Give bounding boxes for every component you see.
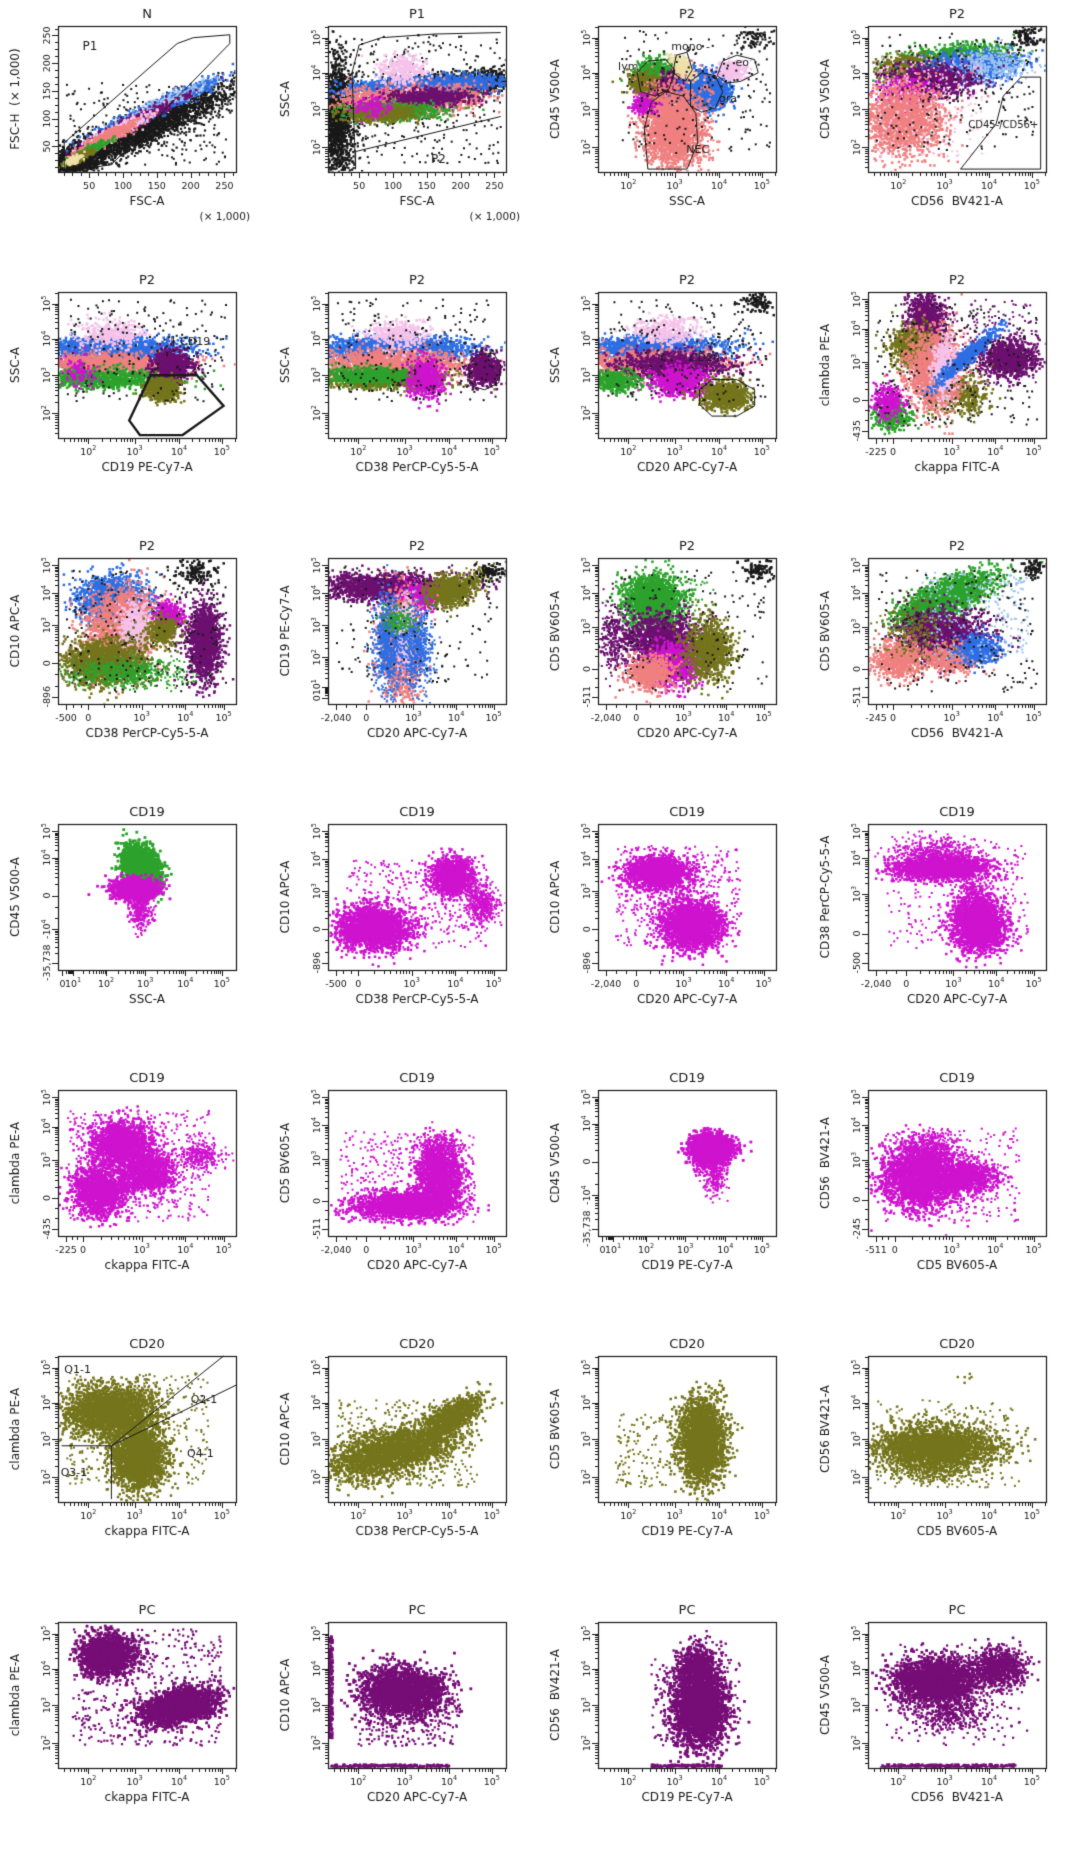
scatter-plot-canvas-20 — [810, 1064, 1080, 1330]
plot-cell-12-p2 — [810, 532, 1080, 798]
plot-cell-10-p2 — [270, 532, 540, 798]
plot-cell-17-cd19 — [0, 1064, 270, 1330]
plot-cell-13-cd19 — [0, 798, 270, 1064]
plot-cell-9-p2 — [0, 532, 270, 798]
plot-cell-4-p2 — [810, 0, 1080, 266]
plot-cell-20-cd19 — [810, 1064, 1080, 1330]
plot-cell-15-cd19 — [540, 798, 810, 1064]
scatter-plot-canvas-4 — [810, 0, 1080, 266]
scatter-plot-canvas-12 — [810, 532, 1080, 798]
scatter-plot-canvas-8 — [810, 266, 1080, 532]
plot-cell-27-pc — [540, 1596, 810, 1862]
plot-cell-21-cd20 — [0, 1330, 270, 1596]
plot-cell-14-cd19 — [270, 798, 540, 1064]
scatter-plot-canvas-26 — [270, 1596, 540, 1862]
scatter-plot-canvas-23 — [540, 1330, 810, 1596]
scatter-plot-canvas-18 — [270, 1064, 540, 1330]
plot-cell-19-cd19 — [540, 1064, 810, 1330]
scatter-plot-canvas-28 — [810, 1596, 1080, 1862]
scatter-plot-canvas-17 — [0, 1064, 270, 1330]
scatter-plot-canvas-25 — [0, 1596, 270, 1862]
scatter-plot-canvas-19 — [540, 1064, 810, 1330]
plot-cell-28-pc — [810, 1596, 1080, 1862]
scatter-plot-canvas-6 — [270, 266, 540, 532]
plot-cell-16-cd19 — [810, 798, 1080, 1064]
scatter-plot-canvas-22 — [270, 1330, 540, 1596]
plot-cell-26-pc — [270, 1596, 540, 1862]
plot-cell-18-cd19 — [270, 1064, 540, 1330]
plot-cell-5-p2 — [0, 266, 270, 532]
plot-cell-22-cd20 — [270, 1330, 540, 1596]
scatter-plot-canvas-7 — [540, 266, 810, 532]
plot-cell-3-p2 — [540, 0, 810, 266]
scatter-plot-canvas-2 — [270, 0, 540, 266]
plot-cell-25-pc — [0, 1596, 270, 1862]
plot-cell-6-p2 — [270, 266, 540, 532]
scatter-plot-canvas-1 — [0, 0, 270, 266]
scatter-plot-canvas-9 — [0, 532, 270, 798]
scatter-plot-canvas-5 — [0, 266, 270, 532]
scatter-plot-canvas-24 — [810, 1330, 1080, 1596]
scatter-plot-canvas-21 — [0, 1330, 270, 1596]
plot-cell-2-p1 — [270, 0, 540, 266]
plot-cell-23-cd20 — [540, 1330, 810, 1596]
scatter-plot-canvas-10 — [270, 532, 540, 798]
plot-cell-24-cd20 — [810, 1330, 1080, 1596]
plot-cell-1-n — [0, 0, 270, 266]
scatter-plot-canvas-27 — [540, 1596, 810, 1862]
plot-cell-8-p2 — [810, 266, 1080, 532]
scatter-plot-canvas-16 — [810, 798, 1080, 1064]
plot-cell-11-p2 — [540, 532, 810, 798]
scatter-plot-canvas-11 — [540, 532, 810, 798]
plot-cell-7-p2 — [540, 266, 810, 532]
scatter-plot-canvas-3 — [540, 0, 810, 266]
scatter-plot-canvas-13 — [0, 798, 270, 1064]
scatter-plot-canvas-15 — [540, 798, 810, 1064]
scatter-plot-canvas-14 — [270, 798, 540, 1064]
